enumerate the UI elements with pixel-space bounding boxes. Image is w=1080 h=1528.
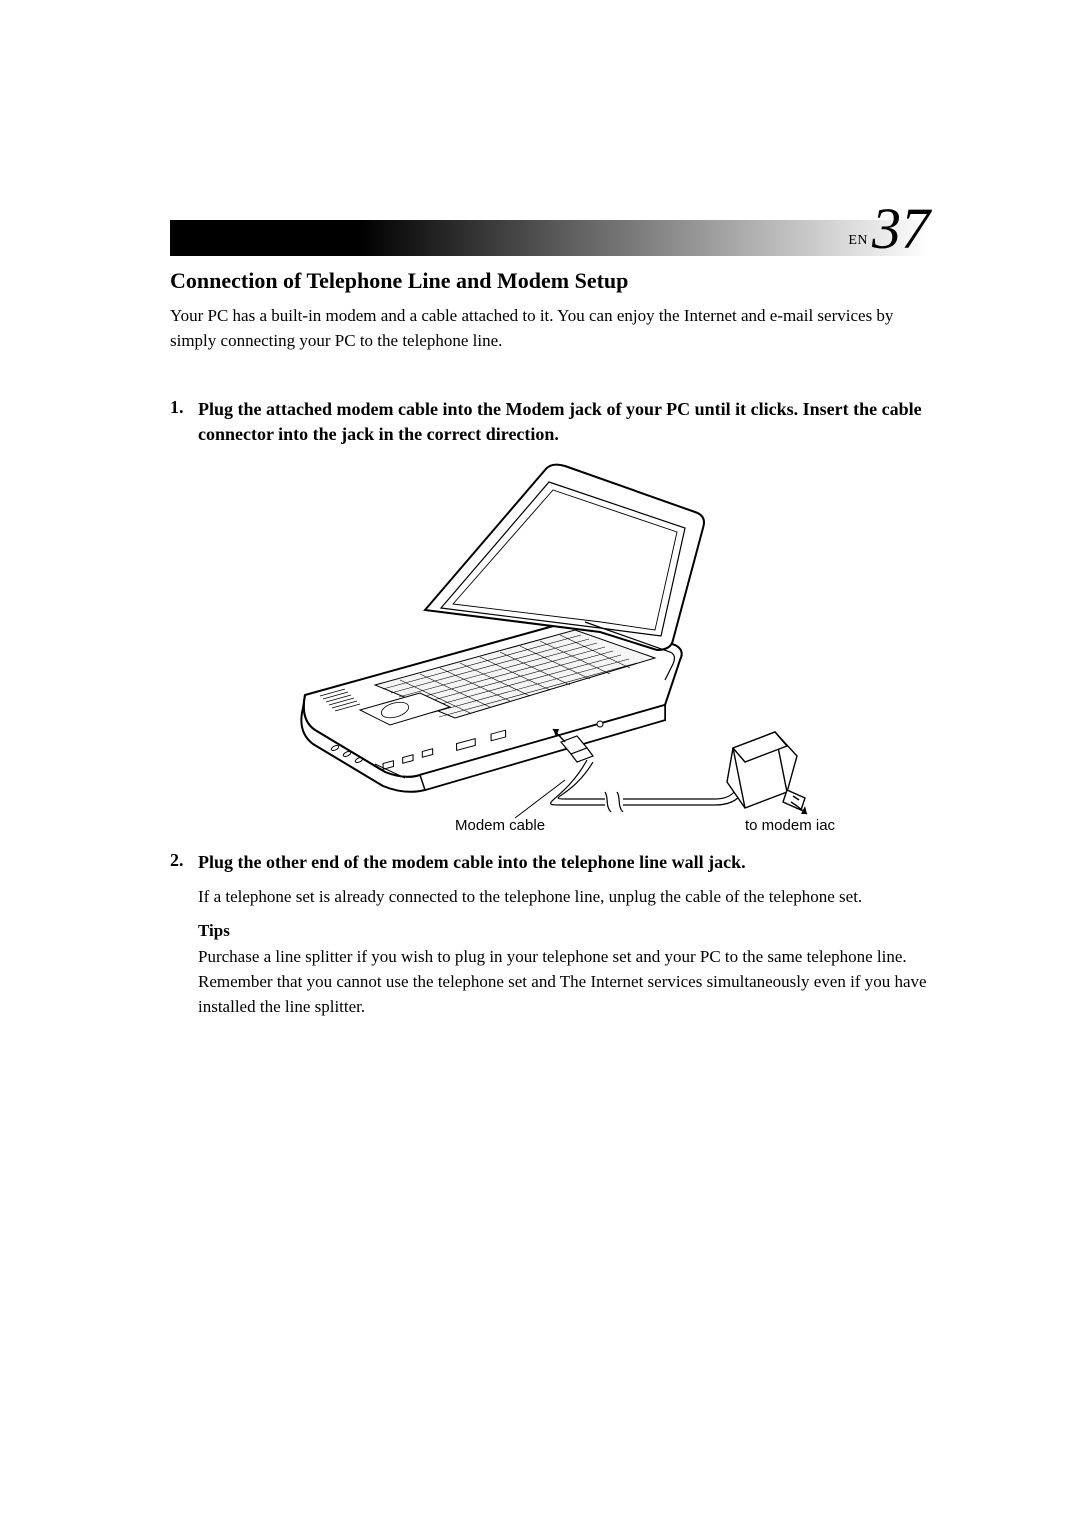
- step-2-number: 2.: [170, 850, 198, 875]
- page-number: 37: [872, 200, 930, 258]
- laptop-illustration: [301, 464, 704, 791]
- diagram-svg: Modem cable to modem jack: [265, 460, 835, 830]
- step-2-text: Plug the other end of the modem cable in…: [198, 850, 746, 875]
- page-number-block: EN 37: [848, 200, 930, 256]
- header-gradient-bar: EN 37: [170, 220, 930, 256]
- step-2: 2. Plug the other end of the modem cable…: [170, 850, 930, 875]
- tips-label: Tips: [198, 921, 930, 941]
- step-1-text: Plug the attached modem cable into the M…: [198, 397, 930, 447]
- page-number-prefix: EN: [848, 233, 868, 249]
- section-title: Connection of Telephone Line and Modem S…: [170, 268, 930, 294]
- manual-page: EN 37 Connection of Telephone Line and M…: [0, 0, 1080, 1528]
- step-2-body: If a telephone set is already connected …: [198, 885, 930, 910]
- section-intro: Your PC has a built-in modem and a cable…: [170, 304, 930, 353]
- leader-line-modem-cable: [515, 780, 565, 818]
- step-1-number: 1.: [170, 397, 198, 447]
- label-to-modem-jack: to modem jack: [745, 817, 835, 830]
- step-1: 1. Plug the attached modem cable into th…: [170, 397, 930, 447]
- label-modem-cable: Modem cable: [455, 817, 545, 830]
- laptop-modem-diagram: Modem cable to modem jack: [170, 460, 930, 830]
- tips-body: Purchase a line splitter if you wish to …: [198, 945, 930, 1019]
